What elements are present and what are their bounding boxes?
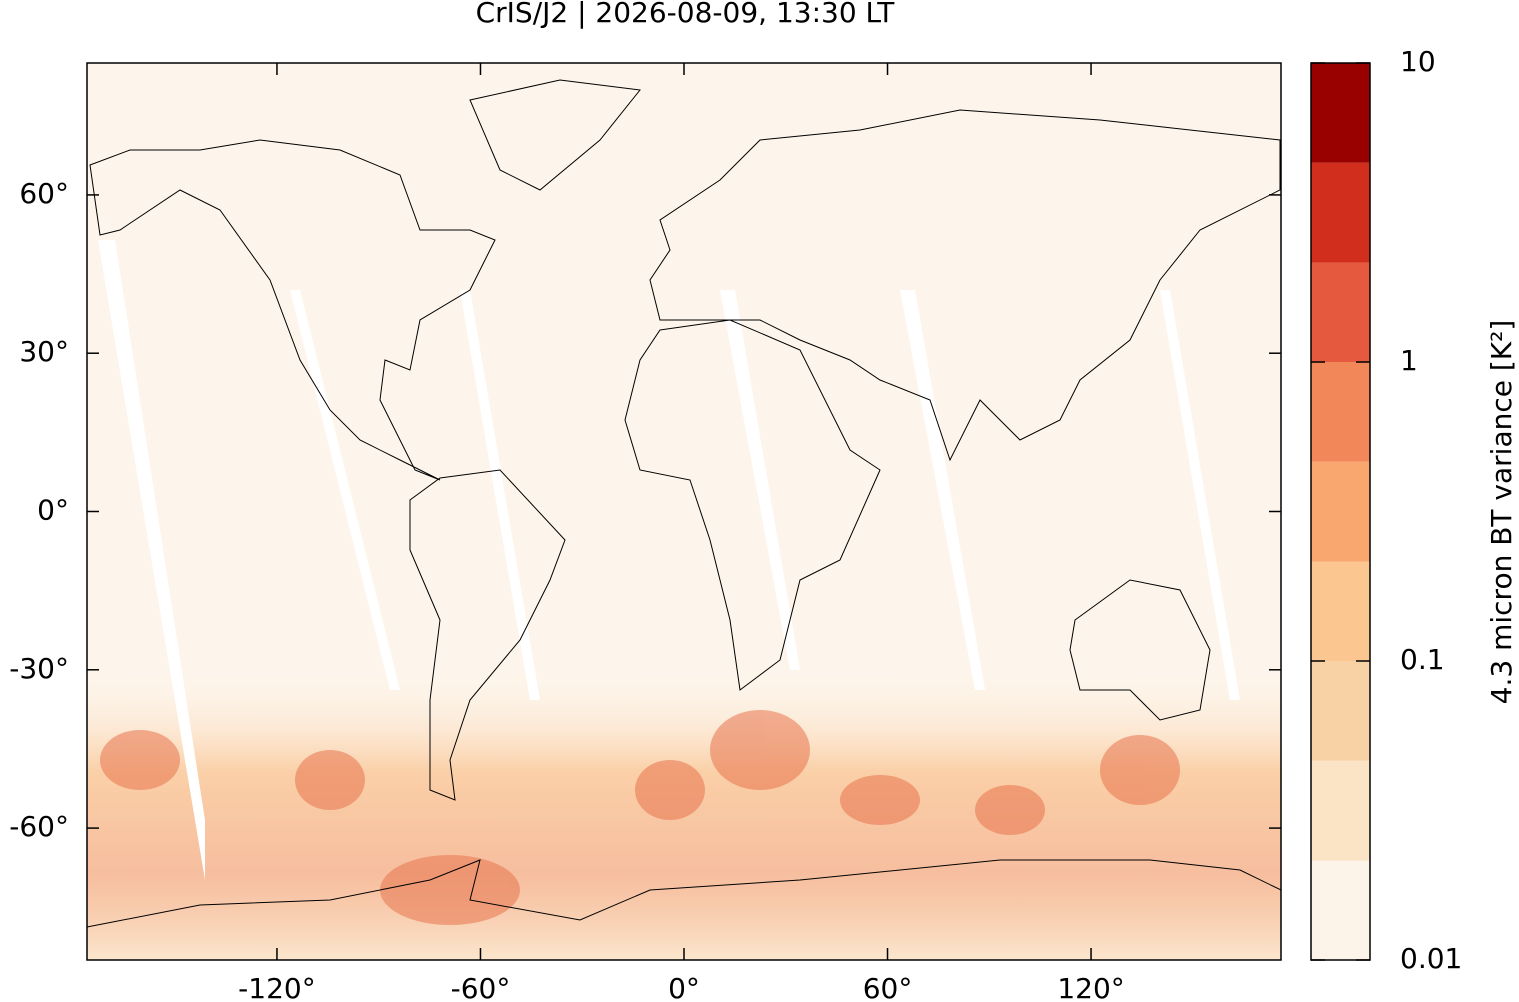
swath-gaps <box>98 240 1240 880</box>
y-tick-label: 60° <box>19 177 69 210</box>
colorbar-tick-label: 10 <box>1400 45 1436 78</box>
colorbar-tick-label: 0.01 <box>1400 942 1462 975</box>
y-tick-label: 30° <box>19 335 69 368</box>
colorbar-level <box>1311 860 1370 960</box>
x-tick-label: 120° <box>1057 972 1124 1002</box>
chart-title: CrIS/J2 | 2026-08-09, 13:30 LT <box>476 0 896 29</box>
colorbar-label: 4.3 micron BT variance [K²] <box>1485 320 1518 705</box>
colorbar-level <box>1311 461 1370 562</box>
x-tick-label: 0° <box>668 972 700 1002</box>
colorbar-tick-label: 1 <box>1400 344 1418 377</box>
y-tick-label: -60° <box>9 810 69 843</box>
x-tick-label: -120° <box>238 972 316 1002</box>
colorbar-frame <box>1310 62 1371 961</box>
y-tick-label: 0° <box>37 494 69 527</box>
colorbar-level <box>1311 760 1370 861</box>
colorbar-level <box>1311 561 1370 661</box>
colorbar-level <box>1311 661 1370 761</box>
colorbar-level <box>1311 262 1370 362</box>
colorbar-level <box>1311 63 1370 163</box>
coastlines <box>86 79 1282 928</box>
colorbar-level <box>1311 162 1370 263</box>
y-tick-label: -30° <box>9 652 69 685</box>
colorbar-tick-label: 0.1 <box>1400 643 1445 676</box>
x-tick-label: 60° <box>863 972 913 1002</box>
colorbar-level <box>1311 362 1370 462</box>
x-tick-label: -60° <box>451 972 511 1002</box>
variance-hotspots <box>100 710 1180 925</box>
